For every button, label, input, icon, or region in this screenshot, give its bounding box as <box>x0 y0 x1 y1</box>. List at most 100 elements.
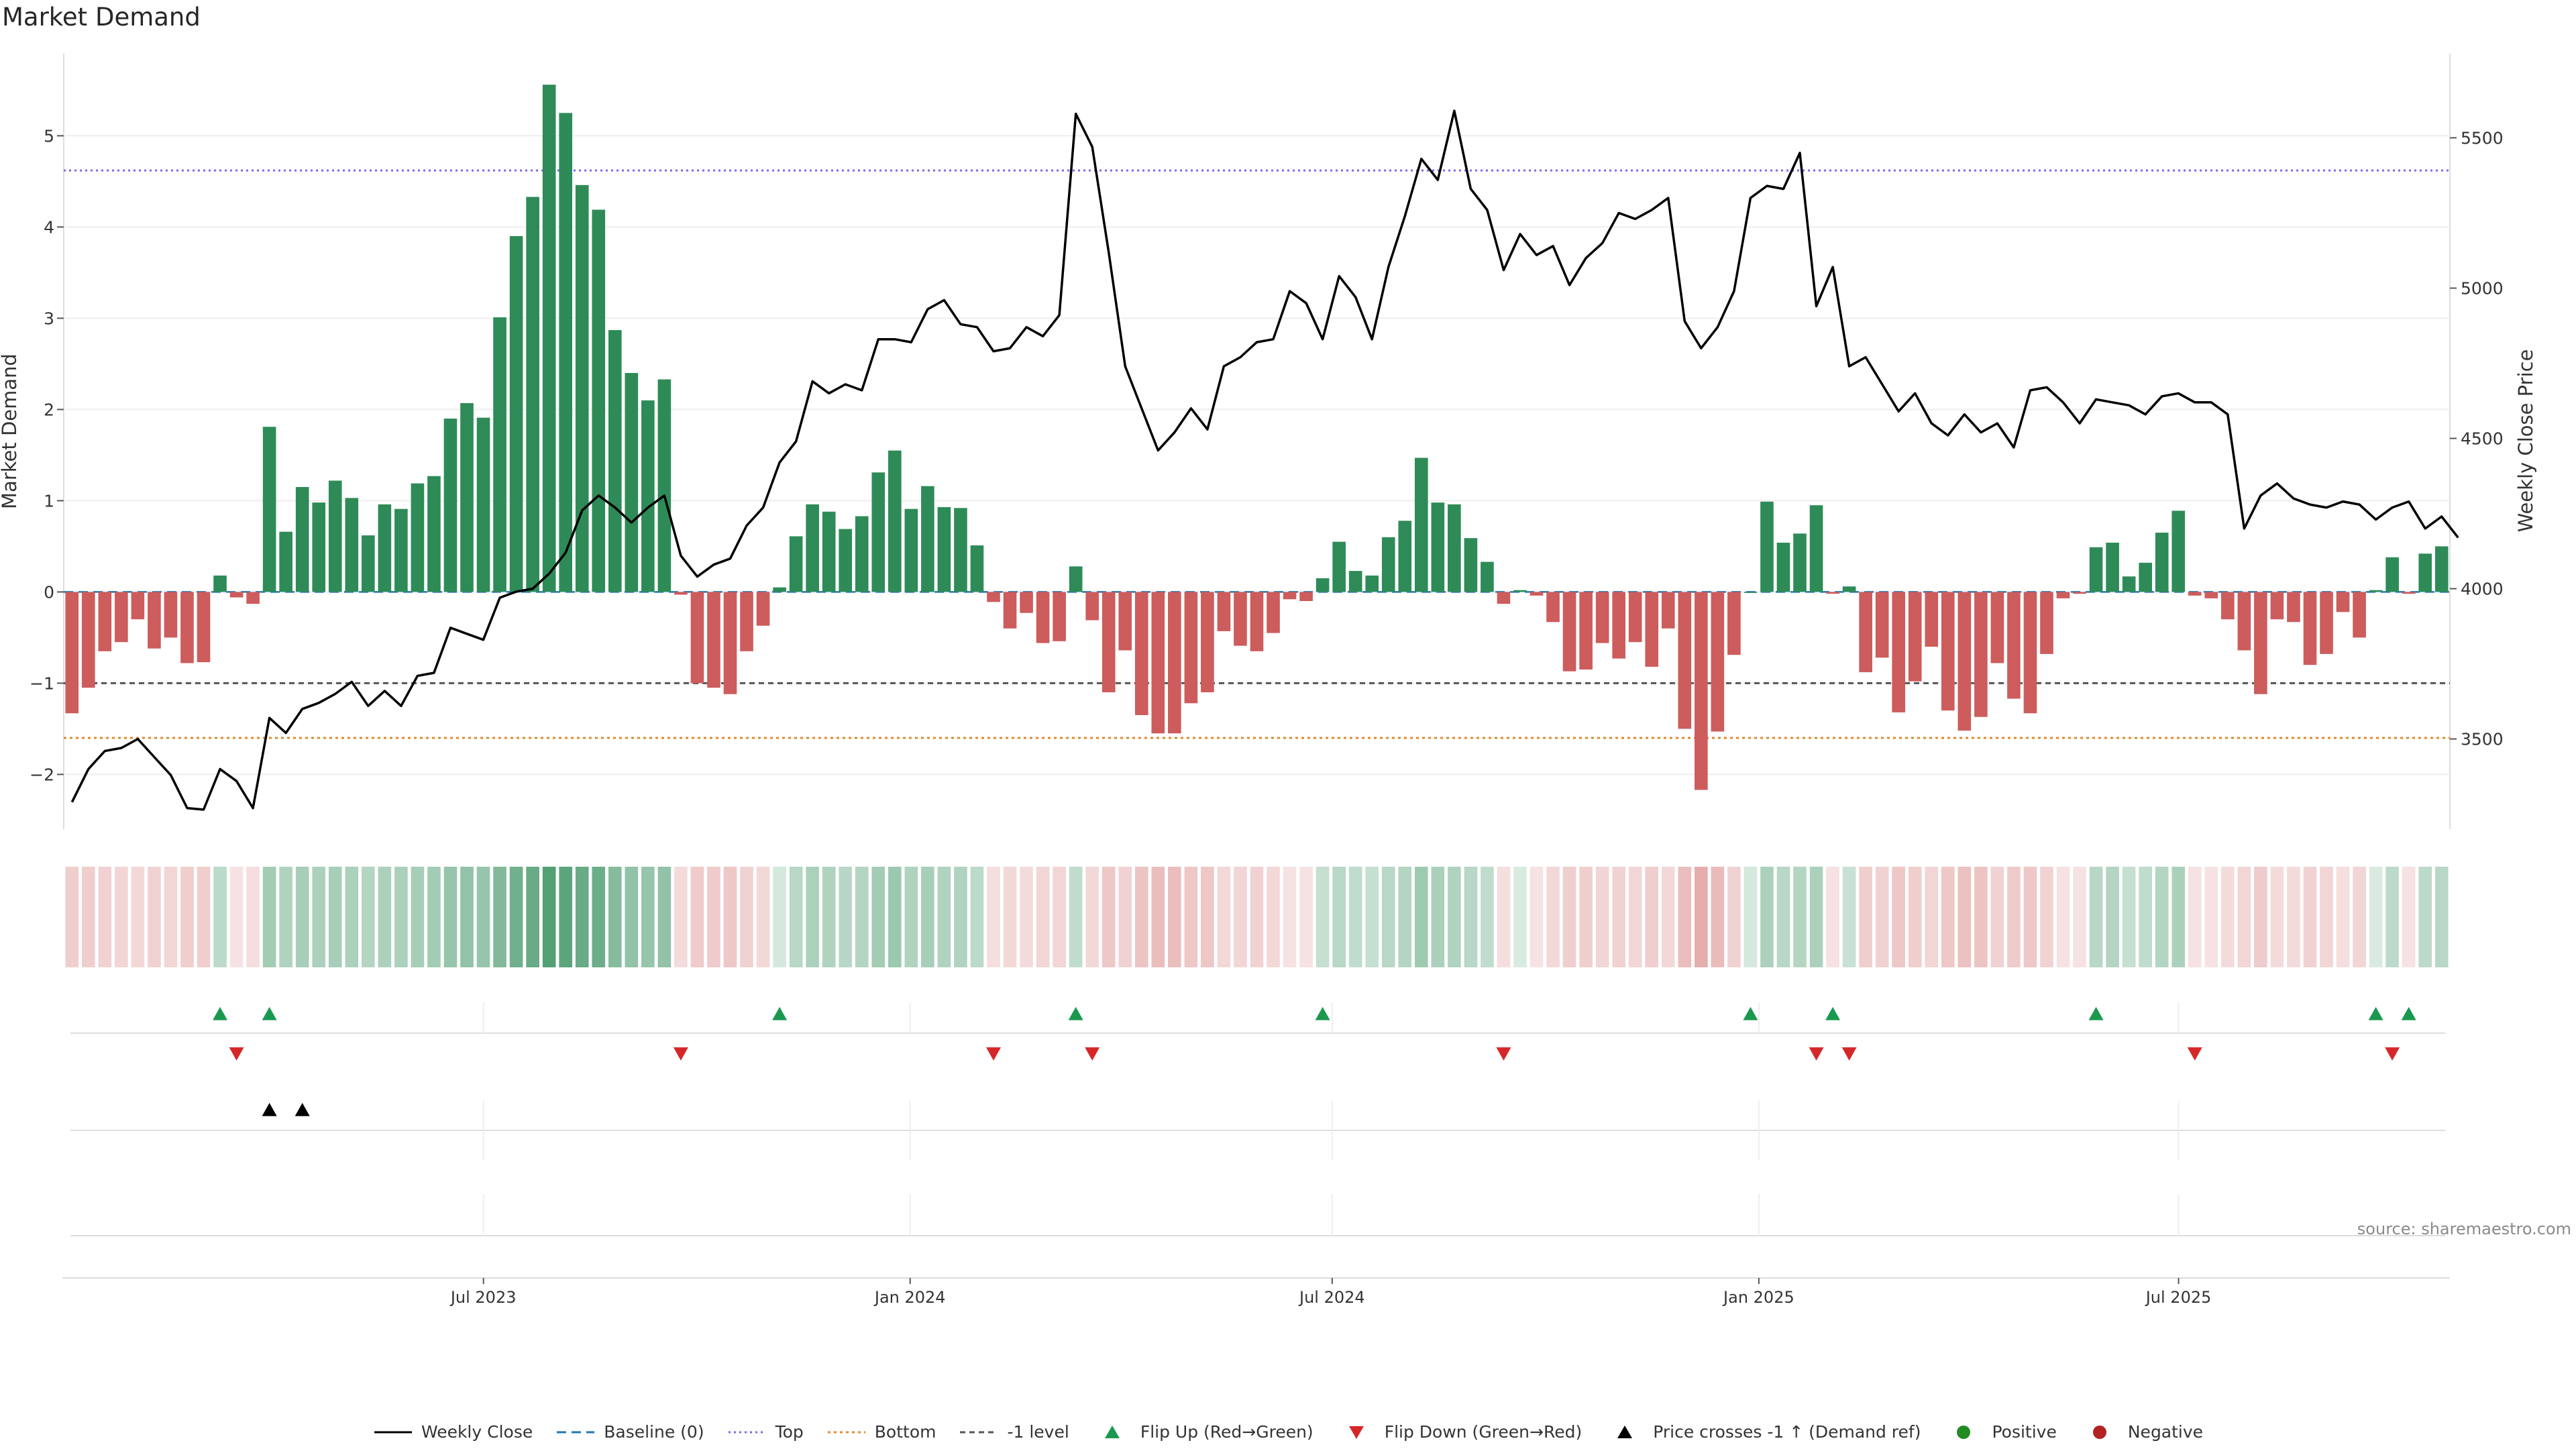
flip-down-marker <box>673 1047 688 1061</box>
demand-bar <box>1974 592 1988 717</box>
price-cross-marker <box>294 1103 310 1116</box>
heatmap-cell <box>1579 867 1593 967</box>
legend-swatch-icon <box>1605 1423 1645 1442</box>
heatmap-cell <box>2171 867 2186 967</box>
legend-item: -1 level <box>959 1422 1069 1442</box>
heatmap-cell <box>1184 867 1198 967</box>
demand-bar <box>1069 566 1083 592</box>
legend-swatch-icon <box>2080 1423 2120 1442</box>
demand-bar <box>657 379 672 592</box>
demand-bar <box>2056 592 2070 598</box>
demand-bar <box>2434 546 2449 592</box>
demand-bar <box>1085 592 1099 621</box>
demand-bar <box>1612 592 1625 659</box>
demand-bar <box>1134 592 1148 715</box>
x-tick-label: Jan 2024 <box>873 1288 946 1307</box>
demand-bar <box>723 592 737 694</box>
flip-down-marker <box>1496 1047 1511 1061</box>
legend-label: Baseline (0) <box>604 1422 704 1442</box>
legend-item: Positive <box>1943 1422 2057 1442</box>
demand-bar <box>362 535 375 592</box>
flip-up-marker <box>1825 1007 1841 1020</box>
heatmap-cell <box>2089 867 2103 967</box>
demand-bar <box>888 450 902 592</box>
heatmap-cell <box>2418 867 2432 967</box>
heatmap-cell <box>493 867 506 967</box>
demand-bar <box>1299 592 1313 601</box>
heatmap-cell <box>312 867 326 967</box>
demand-bar <box>1448 504 1461 592</box>
heatmap-cell <box>81 867 95 967</box>
demand-bar <box>1990 592 2004 663</box>
demand-bar <box>2221 592 2235 620</box>
demand-bar <box>1316 578 1330 592</box>
demand-bar <box>2155 533 2169 592</box>
heatmap-cell <box>1448 867 1461 967</box>
demand-bar <box>1513 590 1527 592</box>
heatmap-cell <box>328 867 342 967</box>
heatmap-cell <box>871 867 885 967</box>
demand-bar <box>2254 592 2267 694</box>
heatmap-cell <box>2056 867 2070 967</box>
heatmap-cell <box>1529 867 1544 967</box>
heatmap-cell <box>1431 867 1445 967</box>
demand-bar <box>229 592 244 598</box>
demand-bar <box>2237 592 2251 651</box>
heatmap-cell <box>2353 867 2366 967</box>
legend-swatch-icon <box>826 1423 867 1442</box>
demand-bar <box>1842 586 1856 592</box>
legend-item: Top <box>727 1422 804 1442</box>
heatmap-cell <box>1546 867 1560 967</box>
x-tick-label: Jan 2025 <box>1722 1288 1794 1307</box>
x-tick-label: Jul 2023 <box>449 1288 517 1307</box>
heatmap-cell <box>476 867 490 967</box>
demand-bar <box>1529 592 1544 596</box>
heatmap-cell <box>1217 867 1231 967</box>
demand-bar <box>1875 592 1889 658</box>
demand-bar <box>1908 592 1922 682</box>
legend-swatch-icon <box>727 1423 767 1442</box>
demand-bar <box>345 498 359 592</box>
legend-swatch-icon <box>1092 1423 1132 1442</box>
heatmap-cell <box>2402 867 2416 967</box>
demand-bar <box>1957 592 1972 731</box>
demand-bar <box>2353 592 2366 638</box>
demand-bar <box>1217 592 1231 631</box>
heatmap-cell <box>1793 867 1807 967</box>
demand-bar <box>378 504 392 592</box>
heatmap-cell <box>1743 867 1758 967</box>
y-tick-label: 4 <box>44 217 54 237</box>
heatmap-cell <box>592 867 606 967</box>
page-title: Market Demand <box>2 3 201 32</box>
heatmap-cell <box>773 867 786 967</box>
legend-swatch-icon <box>959 1423 999 1442</box>
heatmap-cell <box>1365 867 1379 967</box>
demand-bar <box>1250 592 1264 651</box>
heatmap-cell <box>1085 867 1099 967</box>
heatmap-cell <box>1695 867 1708 967</box>
demand-bar <box>279 531 292 592</box>
heatmap-cell <box>806 867 819 967</box>
heatmap-cell <box>262 867 276 967</box>
flip-down-marker <box>229 1047 244 1061</box>
heatmap-cell <box>246 867 260 967</box>
y-tick-label: −1 <box>30 674 54 693</box>
demand-bar <box>1381 537 1395 592</box>
y2-axis-label: Weekly Close Price <box>2514 350 2537 533</box>
demand-bar <box>1332 541 1346 592</box>
y2-tick-label: 3500 <box>2461 730 2504 749</box>
heatmap-cell <box>2336 867 2350 967</box>
heatmap-cell <box>1974 867 1988 967</box>
heatmap-cell <box>937 867 951 967</box>
heatmap-cell <box>2221 867 2235 967</box>
heatmap-cell <box>1513 867 1527 967</box>
heatmap-cell <box>1941 867 1955 967</box>
heatmap-cell <box>1925 867 1939 967</box>
heatmap-cell <box>970 867 984 967</box>
heatmap-cell <box>2023 867 2037 967</box>
demand-bar <box>2073 592 2086 594</box>
demand-bar <box>197 592 211 663</box>
demand-bar <box>740 592 753 651</box>
legend-label: Price crosses -1 ↑ (Demand ref) <box>1653 1422 1921 1442</box>
demand-bar <box>164 592 178 638</box>
